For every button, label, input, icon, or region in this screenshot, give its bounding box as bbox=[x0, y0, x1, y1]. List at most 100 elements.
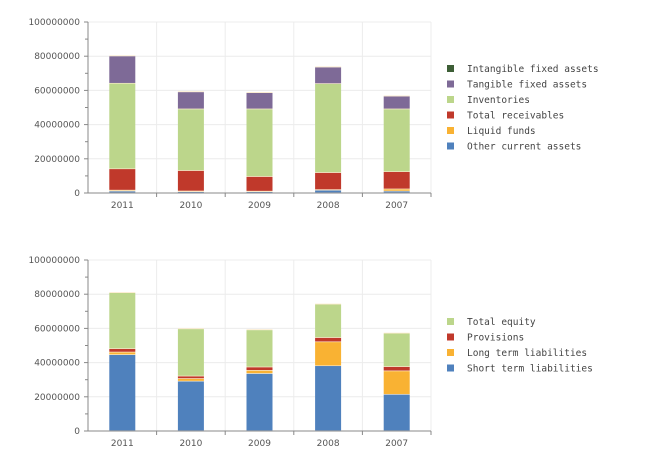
bar-separator bbox=[177, 375, 204, 377]
bar-separator bbox=[383, 370, 410, 372]
bar-separator bbox=[383, 188, 410, 190]
bar-segment-short-term-liabilities-2011 bbox=[109, 354, 136, 431]
bar-separator bbox=[109, 348, 136, 349]
y-tick-label: 40000000 bbox=[34, 121, 80, 131]
y-tick-label: 100000000 bbox=[28, 18, 80, 28]
bar-separator bbox=[177, 378, 204, 379]
bar-separator bbox=[246, 92, 273, 93]
bar-segment-tangible-fixed-assets-2007 bbox=[383, 96, 410, 109]
y-tick-label: 100000000 bbox=[28, 256, 80, 266]
bar-segment-total-receivables-2010 bbox=[177, 170, 204, 191]
bar-segment-provisions-2008 bbox=[315, 337, 342, 342]
y-tick-label: 20000000 bbox=[34, 393, 80, 403]
legend-label: Tangible fixed assets bbox=[467, 80, 587, 91]
bar-segment-tangible-fixed-assets-2009 bbox=[246, 92, 273, 109]
bar-separator bbox=[109, 189, 136, 191]
bar-segment-long-term-liabilities-2011 bbox=[109, 352, 136, 355]
bar-separator bbox=[177, 190, 204, 192]
bar-segment-total-receivables-2011 bbox=[109, 169, 136, 190]
bar-separator bbox=[315, 189, 342, 190]
bar-separator bbox=[383, 95, 410, 97]
bar-separator bbox=[383, 332, 410, 334]
bar-separator bbox=[246, 369, 273, 371]
bar-segment-tangible-fixed-assets-2011 bbox=[109, 56, 136, 83]
bar-segment-provisions-2007 bbox=[383, 366, 410, 371]
bar-separator bbox=[177, 108, 204, 110]
legend-swatch bbox=[447, 364, 454, 372]
bar-separator bbox=[246, 366, 273, 368]
bar-separator bbox=[246, 190, 273, 192]
y-tick-label: 60000000 bbox=[34, 86, 80, 96]
legend-swatch bbox=[447, 80, 454, 88]
bar-separator bbox=[315, 341, 342, 343]
bar-segment-provisions-2011 bbox=[109, 348, 136, 352]
y-tick-label: 40000000 bbox=[34, 359, 80, 369]
bar-segment-inventories-2007 bbox=[383, 109, 410, 172]
bar-separator bbox=[383, 393, 410, 395]
bar-segment-total-receivables-2007 bbox=[383, 171, 410, 189]
legend-label: Liquid funds bbox=[467, 126, 536, 137]
legend-label: Short term liabilities bbox=[467, 364, 593, 375]
y-tick-label: 80000000 bbox=[34, 290, 80, 300]
bar-separator bbox=[246, 191, 273, 192]
legend: Intangible fixed assets Tangible fixed as… bbox=[447, 64, 599, 153]
x-tick-label: 2007 bbox=[385, 201, 408, 211]
bar-segment-short-term-liabilities-2007 bbox=[383, 394, 410, 431]
bar-segment-total-equity-2009 bbox=[246, 330, 273, 367]
bar-separator bbox=[383, 190, 410, 192]
chart-2: 0 20000000 40000000 60000000 80000000 1000000… bbox=[28, 256, 592, 449]
bar-separator bbox=[246, 175, 273, 177]
legend-label: Intangible fixed assets bbox=[467, 64, 599, 75]
legend-swatch bbox=[447, 96, 454, 103]
legend-swatch bbox=[447, 318, 454, 325]
bar-separator bbox=[177, 169, 204, 171]
bar-separator bbox=[109, 82, 136, 84]
bar-separator bbox=[177, 380, 204, 382]
x-tick-label: 2007 bbox=[385, 439, 408, 449]
bar-separator bbox=[246, 329, 273, 331]
bar-separator bbox=[383, 171, 410, 172]
bar-separator bbox=[177, 91, 204, 93]
legend-label: Other current assets bbox=[467, 142, 581, 153]
bar-separator bbox=[177, 191, 204, 192]
chart-1: 0 20000000 40000000 60000000 80000000 1000000… bbox=[28, 18, 598, 211]
bar-segment-inventories-2010 bbox=[177, 109, 204, 171]
bar-separator bbox=[246, 372, 273, 374]
legend-label: Long term liabilities bbox=[467, 348, 587, 359]
y-tick-label: 60000000 bbox=[34, 324, 80, 334]
bar-segment-inventories-2008 bbox=[315, 83, 342, 173]
bar-segment-long-term-liabilities-2008 bbox=[315, 342, 342, 366]
bar-segment-total-equity-2011 bbox=[109, 293, 136, 349]
bar-segment-total-equity-2007 bbox=[383, 333, 410, 367]
bar-segment-short-term-liabilities-2008 bbox=[315, 366, 342, 431]
legend-label: Provisions bbox=[467, 333, 524, 344]
x-tick-label: 2011 bbox=[111, 439, 134, 449]
bar-segment-long-term-liabilities-2009 bbox=[246, 370, 273, 374]
bar-segment-total-receivables-2008 bbox=[315, 172, 342, 190]
bar-segment-other-current-assets-2011 bbox=[109, 191, 136, 193]
bar-separator bbox=[315, 66, 342, 68]
bar-separator bbox=[109, 354, 136, 355]
bar-separator bbox=[109, 292, 136, 294]
bar-segment-total-equity-2008 bbox=[315, 304, 342, 338]
bar-segment-inventories-2009 bbox=[246, 109, 273, 177]
bar-segment-other-current-assets-2007 bbox=[383, 191, 410, 193]
x-tick-label: 2008 bbox=[317, 201, 340, 211]
legend-swatch bbox=[447, 111, 454, 119]
x-tick-label: 2010 bbox=[179, 439, 202, 449]
bar-separator bbox=[177, 328, 204, 330]
bar-segment-inventories-2011 bbox=[109, 83, 136, 169]
bar-separator bbox=[109, 55, 136, 57]
y-tick-label: 0 bbox=[74, 189, 80, 199]
x-tick-label: 2009 bbox=[248, 439, 271, 449]
legend-label: Total receivables bbox=[467, 111, 564, 122]
y-tick-label: 0 bbox=[74, 427, 80, 437]
bar-segment-tangible-fixed-assets-2010 bbox=[177, 92, 204, 109]
bar-separator bbox=[315, 83, 342, 84]
bar-segment-long-term-liabilities-2007 bbox=[383, 371, 410, 394]
legend-swatch bbox=[447, 333, 454, 341]
legend-label: Inventories bbox=[467, 95, 530, 106]
x-tick-label: 2008 bbox=[317, 439, 340, 449]
bar-separator bbox=[246, 108, 273, 110]
